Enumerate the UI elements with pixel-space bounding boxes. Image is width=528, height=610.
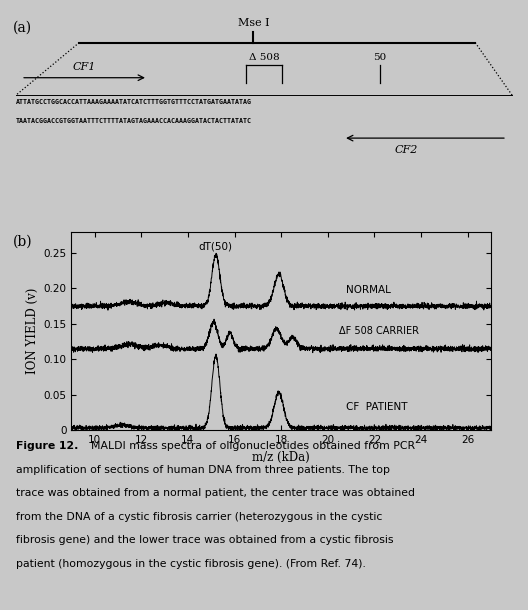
- Text: (b): (b): [13, 235, 33, 249]
- Text: ΔF 508 CARRIER: ΔF 508 CARRIER: [340, 326, 419, 336]
- Text: patient (homozygous in the cystic fibrosis gene). (From Ref. 74).: patient (homozygous in the cystic fibros…: [16, 559, 366, 569]
- Text: TAATACGGACCGTGGTAATTTCTTTTATAGTAGAAACCACAAAGGATACTACTTATATC: TAATACGGACCGTGGTAATTTCTTTTATAGTAGAAACCAC…: [16, 118, 252, 124]
- Text: fibrosis gene) and the lower trace was obtained from a cystic fibrosis: fibrosis gene) and the lower trace was o…: [16, 535, 393, 545]
- Text: Figure 12.: Figure 12.: [16, 442, 78, 451]
- Text: dT(50): dT(50): [199, 242, 233, 251]
- Text: CF  PATIENT: CF PATIENT: [346, 401, 408, 412]
- Text: Mse I: Mse I: [238, 18, 269, 28]
- Text: ATTATGCCTGGCACCATTAAAGAAAATATCATCTTTGGTGTTTCCTATGATGAATATAG: ATTATGCCTGGCACCATTAAAGAAAATATCATCTTTGGTG…: [16, 99, 252, 104]
- Text: CF1: CF1: [73, 62, 96, 72]
- Text: (a): (a): [13, 21, 32, 35]
- Text: trace was obtained from a normal patient, the center trace was obtained: trace was obtained from a normal patient…: [16, 488, 415, 498]
- Text: CF2: CF2: [395, 145, 418, 155]
- X-axis label: m/z (kDa): m/z (kDa): [252, 450, 310, 464]
- Text: MALDI mass spectra of oligonucleotides obtained from PCR: MALDI mass spectra of oligonucleotides o…: [84, 442, 416, 451]
- Text: Δ 508: Δ 508: [249, 53, 279, 62]
- Text: amplification of sections of human DNA from three patients. The top: amplification of sections of human DNA f…: [16, 465, 390, 475]
- Text: from the DNA of a cystic fibrosis carrier (heterozygous in the cystic: from the DNA of a cystic fibrosis carrie…: [16, 512, 382, 522]
- Y-axis label: ION YIELD (v): ION YIELD (v): [26, 288, 39, 374]
- Text: 50: 50: [373, 53, 387, 62]
- Text: NORMAL: NORMAL: [346, 285, 391, 295]
